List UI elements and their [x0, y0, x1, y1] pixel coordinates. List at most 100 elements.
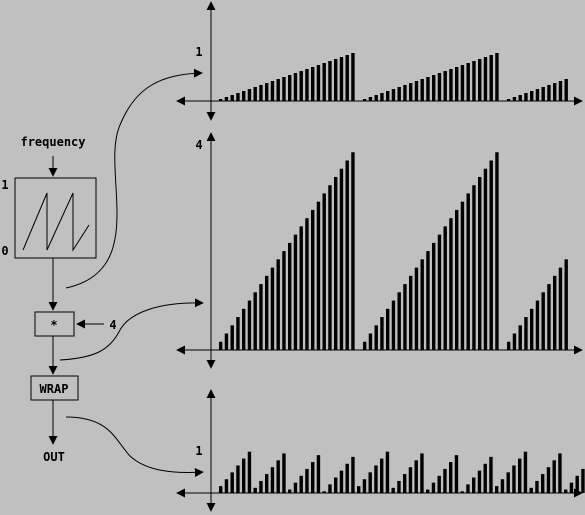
bar	[432, 242, 436, 350]
bar	[299, 226, 303, 350]
bar	[460, 65, 465, 101]
bar	[236, 465, 240, 493]
bar	[322, 491, 326, 493]
bar	[558, 453, 562, 493]
bar	[305, 218, 309, 350]
bar	[443, 226, 447, 350]
bar	[564, 489, 568, 493]
bar	[553, 275, 557, 350]
bar	[500, 479, 505, 493]
bar	[391, 300, 396, 350]
bar	[253, 487, 257, 493]
bar	[224, 479, 229, 493]
plot-2: 4	[176, 132, 583, 369]
bar	[224, 333, 229, 350]
bar	[236, 93, 240, 101]
bar	[524, 93, 528, 101]
bar	[483, 168, 488, 350]
bar	[259, 480, 263, 493]
bar	[219, 341, 223, 350]
bar	[414, 267, 419, 350]
bar	[374, 95, 378, 101]
bar	[409, 275, 413, 350]
bar	[569, 482, 574, 493]
bar	[363, 341, 367, 350]
bar	[385, 451, 390, 493]
bar	[293, 234, 298, 350]
bar	[339, 57, 344, 101]
bar	[316, 455, 321, 493]
bar	[518, 458, 522, 493]
bar	[230, 95, 234, 101]
bar	[564, 79, 568, 101]
bar	[253, 292, 257, 350]
bar	[403, 474, 407, 493]
bar	[380, 317, 384, 350]
bar	[472, 61, 476, 101]
bar	[495, 53, 499, 101]
multiply-symbol: *	[50, 318, 57, 332]
bar	[282, 453, 286, 493]
bar	[443, 71, 447, 101]
bar	[547, 284, 551, 350]
bar	[391, 487, 395, 493]
bar	[247, 300, 252, 350]
bar	[259, 284, 263, 350]
bar	[368, 472, 372, 493]
output-label: OUT	[43, 450, 65, 464]
bar	[282, 251, 286, 350]
bar	[265, 474, 269, 493]
bar	[236, 317, 240, 350]
wrap-block[interactable]	[30, 375, 79, 401]
bar	[449, 218, 453, 350]
bar	[345, 55, 349, 101]
phasor-y-bottom-label: 0	[1, 244, 8, 258]
bar	[293, 482, 298, 493]
bar	[282, 77, 286, 101]
bar	[391, 89, 396, 101]
bar	[529, 487, 533, 493]
bar	[409, 83, 413, 101]
bar	[328, 61, 332, 101]
bar	[506, 472, 510, 493]
multiply-block[interactable]	[34, 311, 75, 337]
bar	[368, 333, 373, 350]
bar	[345, 463, 349, 493]
bar	[230, 472, 234, 493]
bar	[420, 453, 424, 493]
bar	[483, 57, 488, 101]
bar	[219, 99, 223, 101]
bar	[351, 456, 355, 493]
bar	[380, 93, 384, 101]
bar	[489, 55, 493, 101]
bar	[230, 325, 234, 350]
phasor-output-connector	[65, 68, 203, 289]
bar	[530, 91, 534, 101]
bar	[535, 480, 539, 493]
bar	[483, 463, 487, 493]
bar	[523, 451, 528, 493]
bar	[299, 71, 303, 101]
bar	[512, 465, 516, 493]
bar	[351, 152, 355, 350]
bar	[420, 79, 424, 101]
bar	[224, 97, 229, 101]
bar	[489, 456, 493, 493]
bar	[363, 99, 367, 101]
bar	[575, 475, 579, 493]
bar	[495, 486, 499, 493]
bar	[426, 251, 430, 350]
bar	[512, 97, 517, 101]
y-tick-label: 1	[195, 444, 202, 458]
bar	[247, 451, 252, 493]
bar	[270, 267, 275, 350]
bar	[368, 97, 373, 101]
bar	[437, 73, 442, 101]
plots: 1 4 1	[176, 1, 585, 512]
bar	[449, 462, 453, 493]
bar	[339, 470, 344, 493]
bar	[334, 59, 338, 101]
bar	[535, 89, 540, 101]
bar	[414, 460, 418, 493]
phasor-block[interactable]	[14, 177, 97, 259]
